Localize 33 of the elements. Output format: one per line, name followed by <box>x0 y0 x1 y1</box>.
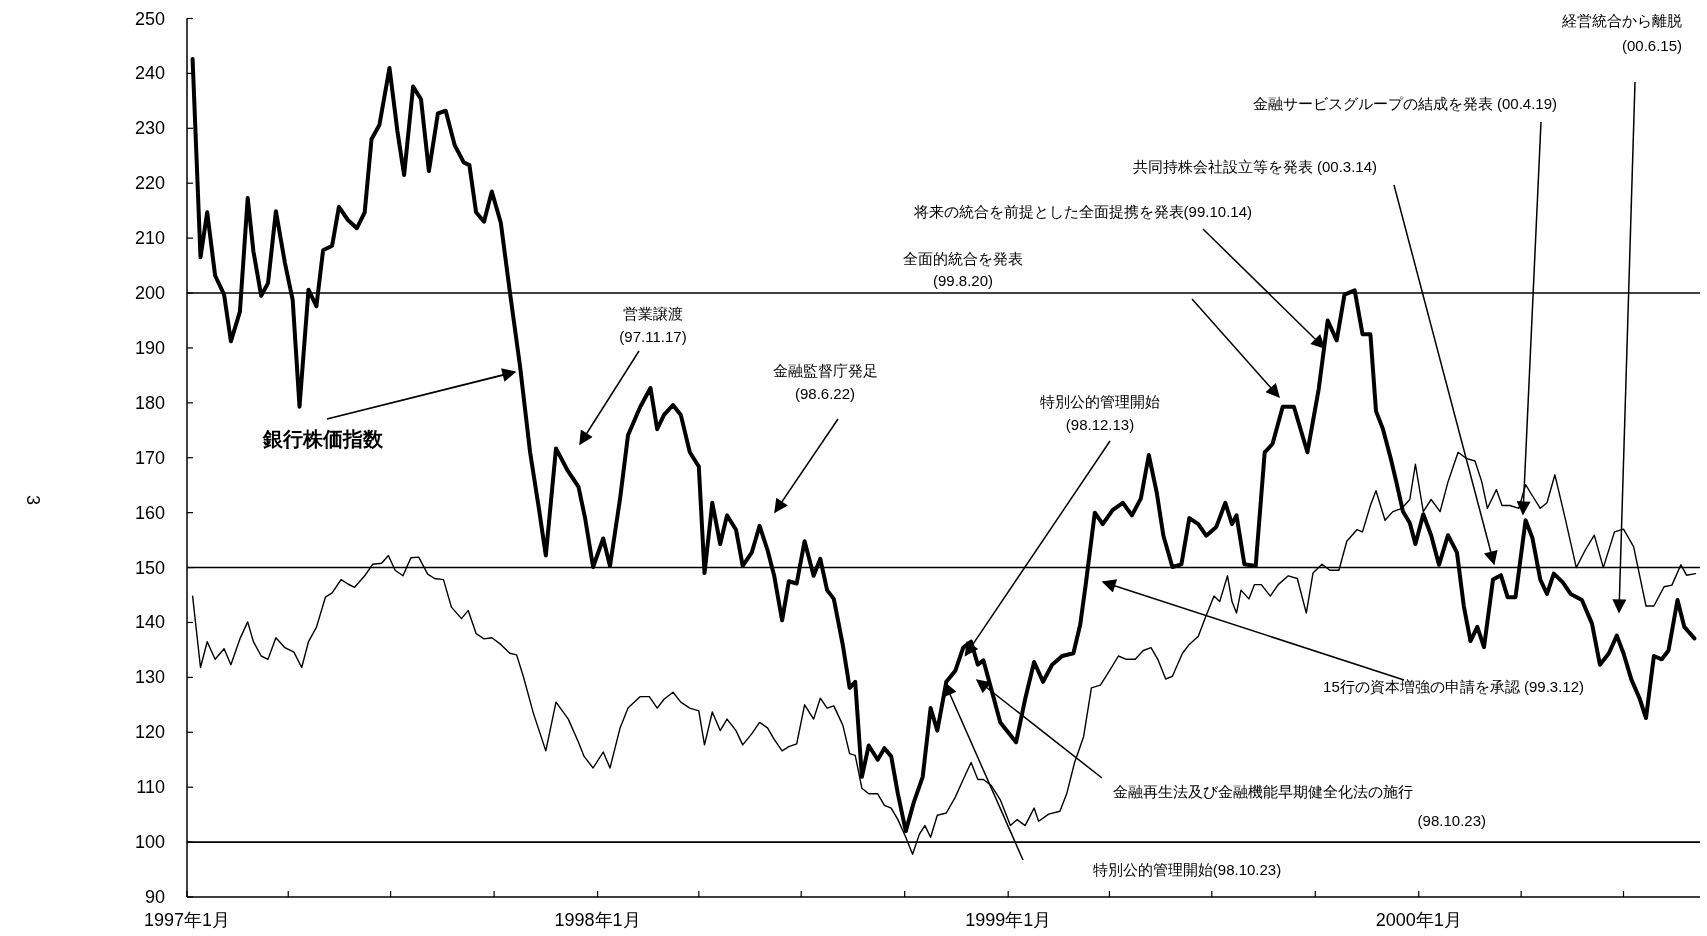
y-tick-label: 250 <box>134 8 165 29</box>
y-tick-label: 190 <box>134 337 165 358</box>
y-tick-label: 140 <box>134 612 165 633</box>
y-tick-label: 100 <box>134 832 165 853</box>
y-tick-label: 220 <box>134 173 165 194</box>
annotation: 営業譲渡 (97.11.17) <box>619 304 687 345</box>
annotation: 15行の資本増強の申請を承認 (99.3.12) <box>1323 677 1584 695</box>
x-tick-label: 1999年1月 <box>965 910 1052 930</box>
y-tick-label: 160 <box>134 502 165 523</box>
annotation: 将来の統合を前提とした全面提携を発表(99.10.14) <box>913 202 1252 220</box>
annotation: 全面的統合を発表 (99.8.20) <box>903 249 1023 289</box>
y-tick-label: 240 <box>134 63 165 84</box>
annotation: 特別公的管理開始 (98.12.13) <box>1040 392 1160 433</box>
y-tick-label: 200 <box>134 283 165 304</box>
y-tick-label: 90 <box>144 887 165 907</box>
x-tick-label: 1997年1月 <box>143 910 231 930</box>
y-tick-label: 150 <box>134 557 165 578</box>
y-tick-label: 170 <box>134 447 165 468</box>
annotation: 特別公的管理開始(98.10.23) <box>1092 860 1282 878</box>
annotation: 金融監督庁発足 (98.6.22) <box>772 361 878 402</box>
annotation: 3 <box>23 495 43 505</box>
y-tick-label: 110 <box>136 777 165 798</box>
annotation: 共同持株会社設立等を発表 (00.3.14) <box>1132 157 1377 175</box>
x-tick-label: 2000年1月 <box>1375 910 1462 930</box>
y-tick-label: 120 <box>134 722 165 743</box>
y-tick-label: 230 <box>134 118 165 139</box>
annotation: 金融サービスグループの結成を発表 (00.4.19) <box>1252 94 1557 112</box>
y-tick-label: 210 <box>134 228 165 249</box>
x-tick-label: 1998年1月 <box>554 910 641 930</box>
annotation: 金融再生法及び金融機能早期健全化法の施行 (98.10.23) <box>1113 782 1486 829</box>
annotation: 経営統合から離脱 (00.6.15) <box>1562 11 1682 54</box>
y-tick-label: 130 <box>134 667 165 688</box>
y-tick-label: 180 <box>134 392 165 413</box>
